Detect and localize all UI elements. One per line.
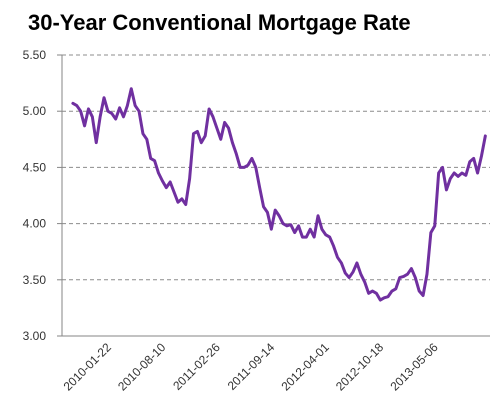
x-tick-label: 2013-05-06 [387, 340, 441, 394]
x-tick-label: 2010-01-22 [61, 340, 115, 394]
y-tick-label: 4.00 [23, 217, 47, 231]
x-tick-label: 2011-09-14 [225, 340, 278, 393]
chart-title: 30-Year Conventional Mortgage Rate [28, 10, 411, 35]
y-tick-label: 3.00 [23, 329, 47, 343]
x-tick-label: 2011-02-26 [170, 340, 223, 393]
y-tick-label: 5.00 [23, 104, 47, 118]
y-tick-label: 3.50 [23, 273, 47, 287]
x-tick-label: 2010-08-10 [115, 340, 169, 394]
x-tick-label: 2012-10-18 [333, 340, 387, 394]
x-tick-label: 2012-04-01 [279, 340, 333, 394]
line-series [71, 87, 487, 302]
y-tick-label: 5.50 [23, 48, 47, 62]
y-tick-label: 4.50 [23, 160, 47, 174]
